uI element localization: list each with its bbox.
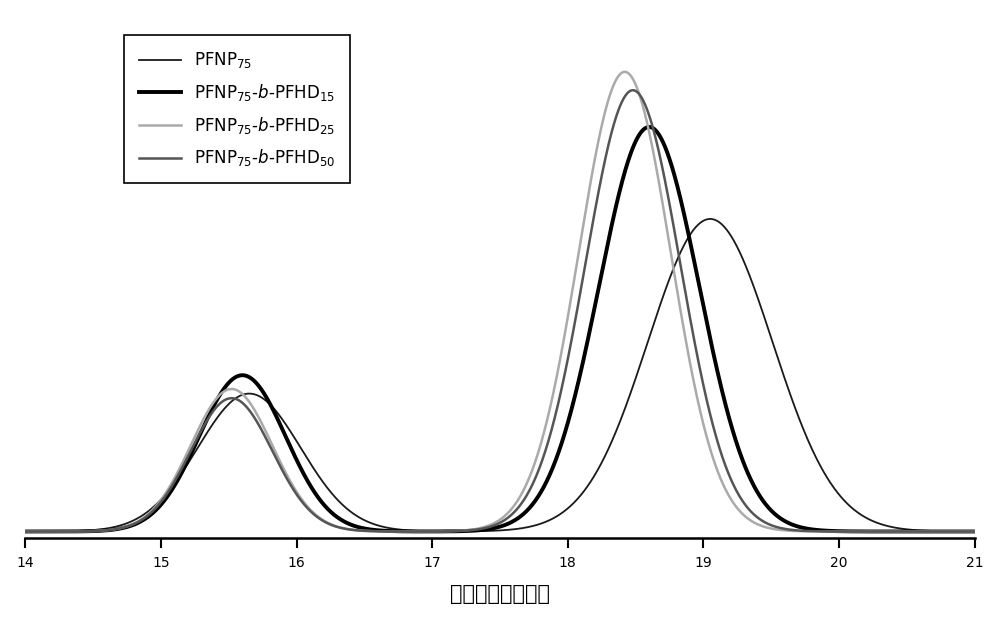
X-axis label: 流出时间（分钟）: 流出时间（分钟）: [450, 584, 550, 604]
Legend: PFNP$_{75}$, PFNP$_{75}$-$b$-PFHD$_{15}$, PFNP$_{75}$-$b$-PFHD$_{25}$, PFNP$_{75: PFNP$_{75}$, PFNP$_{75}$-$b$-PFHD$_{15}$…: [124, 35, 350, 183]
